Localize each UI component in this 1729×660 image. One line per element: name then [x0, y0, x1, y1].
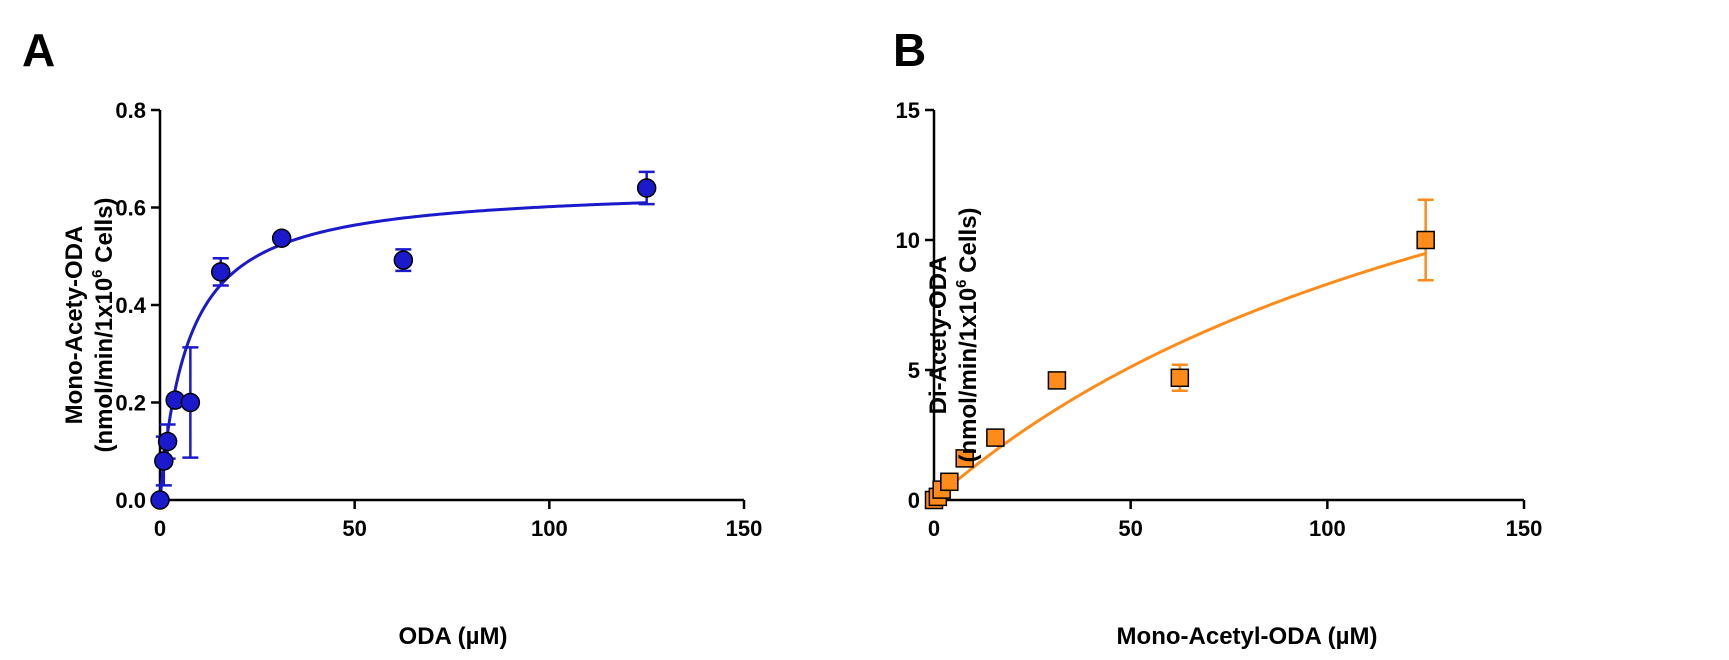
panel-a-data-point — [154, 451, 174, 471]
panel-a-y-tick-label: 0.0 — [115, 488, 146, 513]
panel-a-data-point — [636, 178, 657, 198]
panel-b-data-point — [1170, 368, 1190, 388]
panel-a-x-axis-title: ODA (µM) — [399, 623, 508, 650]
panel-a-data-point — [271, 228, 292, 248]
panel-a-x-tick-label: 50 — [342, 516, 366, 541]
panel-b-y-axis-title-line1: Di-Acety-ODA — [925, 256, 952, 415]
panel-a-plot-area: 0 50 100 150 0.0 0.2 0.4 0.6 0.8 — [115, 98, 762, 541]
panel-a-chart: A 0 50 100 150 0.0 0.2 0.4 0.6 0.8 ODA (µM) Mono… — [22, 24, 762, 650]
panel-b-letter: B — [893, 24, 926, 76]
panel-a-x-tick-label: 100 — [531, 516, 568, 541]
panel-a-y-tick-label: 0.4 — [115, 293, 146, 318]
panel-a-data-point — [157, 431, 178, 452]
panel-a-letter: A — [22, 24, 55, 76]
panel-a-data-point — [180, 392, 201, 413]
panel-a-fit-curve — [158, 201, 647, 501]
panel-b-fit-curve — [933, 252, 1427, 502]
panel-b-y-tick-label: 5 — [908, 358, 920, 383]
panel-a-data-point — [393, 250, 414, 270]
panel-b-x-tick-label: 0 — [928, 516, 940, 541]
panel-b-data-point — [1047, 371, 1067, 390]
panel-a-y-unit-prefix: (nmol/min/1x10 — [91, 278, 118, 453]
panel-a-y-unit-suffix: Cells) — [91, 197, 118, 269]
panel-a-y-tick-label: 0.2 — [115, 391, 146, 416]
panel-b-plot-area: 0 50 100 150 0 5 10 15 — [896, 98, 1543, 541]
panel-a-y-axis-title-line1: Mono-Acety-ODA — [61, 226, 88, 425]
panel-b-data-point — [955, 449, 974, 468]
panel-b-y-tick-label: 0 — [908, 488, 920, 513]
panel-a-y-axis-title: Mono-Acety-ODA (nmol/min/1x106 Cells) — [61, 197, 118, 452]
panel-b-x-tick-label: 150 — [1506, 516, 1543, 541]
panel-b-x-tick-label: 50 — [1118, 516, 1142, 541]
panel-a-y-unit-superscript: 6 — [89, 269, 106, 277]
panel-b-y-unit-suffix: Cells) — [955, 207, 982, 279]
panel-b-data-point — [940, 472, 959, 492]
panel-b-chart: B 0 50 100 150 0 5 10 15 Mono-Acetyl-ODA (µM) D… — [893, 24, 1542, 650]
panel-a-x-tick-label: 150 — [726, 516, 763, 541]
panel-a-data-point — [210, 262, 231, 282]
panel-b-y-unit-superscript: 6 — [953, 279, 970, 287]
panel-b-y-tick-label: 10 — [896, 228, 920, 253]
panel-a-data-point — [150, 490, 170, 510]
panel-a-x-tick-label: 0 — [154, 516, 166, 541]
panel-a-y-tick-label: 0.8 — [115, 98, 146, 123]
panel-b-x-tick-label: 100 — [1309, 516, 1346, 541]
panel-b-y-unit-prefix: (nmol/min/1x10 — [955, 288, 982, 463]
panel-b-data-point — [1416, 230, 1435, 250]
panel-b-data-point — [986, 428, 1005, 447]
panel-a-y-axis-title-line2: (nmol/min/1x106 Cells) — [89, 197, 118, 452]
panel-b-y-axis-title: Di-Acety-ODA (nmol/min/1x106 Cells) — [925, 207, 982, 462]
panel-a-y-tick-label: 0.6 — [115, 196, 146, 221]
panel-b-y-tick-label: 15 — [896, 98, 920, 123]
panel-b-y-axis-title-line2: (nmol/min/1x106 Cells) — [953, 207, 982, 462]
panel-b-x-axis-title: Mono-Acetyl-ODA (µM) — [1117, 623, 1378, 650]
